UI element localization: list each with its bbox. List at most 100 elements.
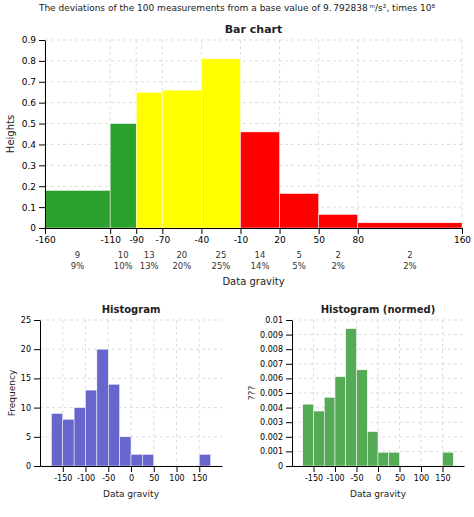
count-label: 2 [335, 250, 340, 260]
grid-line [462, 40, 463, 228]
x-axis: -150-100-50050100150 [293, 466, 465, 483]
grid-line [292, 393, 464, 394]
tick-label: 0.001 [260, 447, 283, 456]
bar [177, 466, 188, 467]
bar [410, 466, 421, 467]
tick: -110 [100, 228, 121, 245]
tick-mark [421, 466, 422, 472]
tick: -90 [129, 228, 144, 245]
bar [201, 59, 240, 228]
chart: -160-110-90-70-40-1020508016000.10.20.30… [5, 23, 471, 287]
tick-mark [286, 451, 292, 452]
bar [443, 452, 454, 466]
tick-label: 0 [26, 462, 31, 471]
tick-mark [34, 349, 40, 350]
tick-label: 0.8 [22, 56, 37, 66]
y-axis: 00.0010.0020.0030.0040.0050.0060.0070.00… [260, 316, 292, 471]
tick: 0.002 [260, 433, 292, 442]
axis-line [40, 321, 41, 467]
tick-mark [462, 228, 463, 234]
tick: 80 [353, 228, 365, 245]
tick-mark [34, 408, 40, 409]
chart-title: Bar chart [225, 23, 283, 36]
tick: 150 [192, 466, 207, 483]
count-label: 10 [118, 250, 129, 260]
tick: 50 [149, 466, 159, 483]
percent-label: 10% [114, 261, 133, 271]
bar [97, 349, 108, 466]
x-axis: -150-100-50050100150 [41, 466, 223, 483]
percent-label: 2% [331, 261, 345, 271]
tick-mark [286, 378, 292, 379]
count-label: 2 [407, 250, 412, 260]
tick-mark [39, 61, 45, 62]
percent-label: 14% [251, 261, 270, 271]
tick-label: 50 [395, 474, 405, 483]
bar [86, 390, 97, 466]
tick-mark [39, 228, 45, 229]
tick-mark [319, 228, 320, 234]
tick-label: 150 [435, 474, 450, 483]
bar [319, 214, 358, 228]
grid-line [45, 60, 462, 61]
tick: 100 [169, 466, 184, 483]
tick-mark [199, 466, 200, 472]
tick: 25 [21, 316, 40, 325]
tick-mark [34, 320, 40, 321]
tick-mark [357, 466, 358, 472]
tick-mark [162, 228, 163, 234]
tick: 0.001 [260, 447, 292, 456]
tick-label: 20 [274, 235, 286, 245]
tick-label: 160 [454, 235, 471, 245]
tick-label: 0.004 [260, 404, 283, 413]
tick-label: -100 [77, 474, 95, 483]
count-label: 13 [144, 250, 155, 260]
grid [40, 320, 222, 466]
tick: 150 [435, 466, 450, 483]
chart: -150-100-5005010015000.0010.0020.0030.00… [247, 304, 465, 499]
tick: -50 [350, 466, 363, 483]
tick-mark [335, 466, 336, 472]
grid-line [40, 349, 222, 350]
tick-label: -70 [155, 235, 170, 245]
tick-label: 50 [313, 235, 325, 245]
tick-label: 10 [21, 404, 31, 413]
tick: 0.2 [22, 182, 45, 192]
tick-label: 100 [414, 474, 429, 483]
tick: 0 [376, 466, 381, 483]
bar [154, 466, 165, 467]
bar [280, 194, 319, 228]
grid [45, 40, 462, 228]
tick: 0 [26, 462, 40, 471]
bar [400, 466, 411, 467]
tick-label: 0.3 [22, 161, 36, 171]
axis-line [46, 228, 463, 229]
bar [63, 419, 74, 466]
tick-mark [39, 103, 45, 104]
tick-mark [286, 364, 292, 365]
tick-label: 0 [376, 474, 381, 483]
count-label: 25 [216, 250, 227, 260]
tick: -40 [195, 228, 210, 245]
grid-line [45, 102, 462, 103]
tick-label: 80 [353, 235, 365, 245]
tick-mark [34, 378, 40, 379]
figure-title: The deviations of the 100 measurements f… [38, 3, 436, 13]
tick-mark [378, 466, 379, 472]
grid-line [45, 123, 462, 124]
bar [303, 404, 314, 466]
tick-label: 0.1 [22, 202, 36, 212]
tick: 0.003 [260, 418, 292, 427]
tick-mark [154, 466, 155, 472]
tick: 0.01 [265, 316, 292, 325]
grid-line [292, 407, 464, 408]
tick-mark [240, 228, 241, 234]
tick-label: -110 [100, 235, 121, 245]
tick-mark [39, 144, 45, 145]
tick-mark [286, 437, 292, 438]
tick: -160 [35, 228, 56, 245]
tick: 0.008 [260, 345, 292, 354]
tick-label: -40 [195, 235, 210, 245]
bar [421, 466, 432, 467]
bar [378, 452, 389, 466]
